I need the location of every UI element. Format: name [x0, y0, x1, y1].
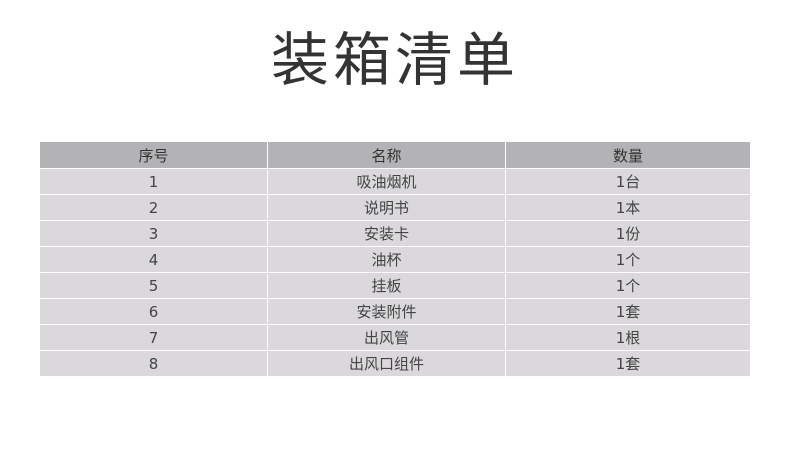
- table-row: 5 挂板 1个: [39, 272, 751, 299]
- cell-index: 4: [39, 246, 268, 273]
- cell-name: 说明书: [267, 194, 506, 221]
- header-quantity: 数量: [505, 141, 751, 169]
- table-row: 2 说明书 1本: [39, 194, 751, 221]
- cell-index: 8: [39, 350, 268, 377]
- cell-quantity: 1个: [505, 272, 751, 299]
- cell-index: 1: [39, 168, 268, 195]
- cell-name: 挂板: [267, 272, 506, 299]
- cell-quantity: 1根: [505, 324, 751, 351]
- table-row: 7 出风管 1根: [39, 324, 751, 351]
- table-row: 1 吸油烟机 1台: [39, 168, 751, 195]
- table-row: 4 油杯 1个: [39, 246, 751, 273]
- cell-quantity: 1套: [505, 350, 751, 377]
- page-title: 装箱清单: [270, 26, 519, 94]
- cell-name: 出风管: [267, 324, 506, 351]
- packing-list-table: 序号 名称 数量 1 吸油烟机 1台 2 说明书 1本 3 安装卡 1份 4 油杯 1个 5 挂板 1个 6 安…: [39, 141, 751, 377]
- cell-index: 2: [39, 194, 268, 221]
- cell-name: 出风口组件: [267, 350, 506, 377]
- cell-index: 3: [39, 220, 268, 247]
- cell-index: 6: [39, 298, 268, 325]
- table-header-row: 序号 名称 数量: [39, 141, 751, 169]
- cell-quantity: 1台: [505, 168, 751, 195]
- cell-index: 5: [39, 272, 268, 299]
- cell-quantity: 1份: [505, 220, 751, 247]
- cell-name: 安装附件: [267, 298, 506, 325]
- cell-quantity: 1套: [505, 298, 751, 325]
- cell-index: 7: [39, 324, 268, 351]
- header-index: 序号: [39, 141, 268, 169]
- cell-quantity: 1本: [505, 194, 751, 221]
- cell-quantity: 1个: [505, 246, 751, 273]
- cell-name: 吸油烟机: [267, 168, 506, 195]
- cell-name: 油杯: [267, 246, 506, 273]
- table-row: 3 安装卡 1份: [39, 220, 751, 247]
- header-name: 名称: [267, 141, 506, 169]
- cell-name: 安装卡: [267, 220, 506, 247]
- table-row: 6 安装附件 1套: [39, 298, 751, 325]
- table-row: 8 出风口组件 1套: [39, 350, 751, 377]
